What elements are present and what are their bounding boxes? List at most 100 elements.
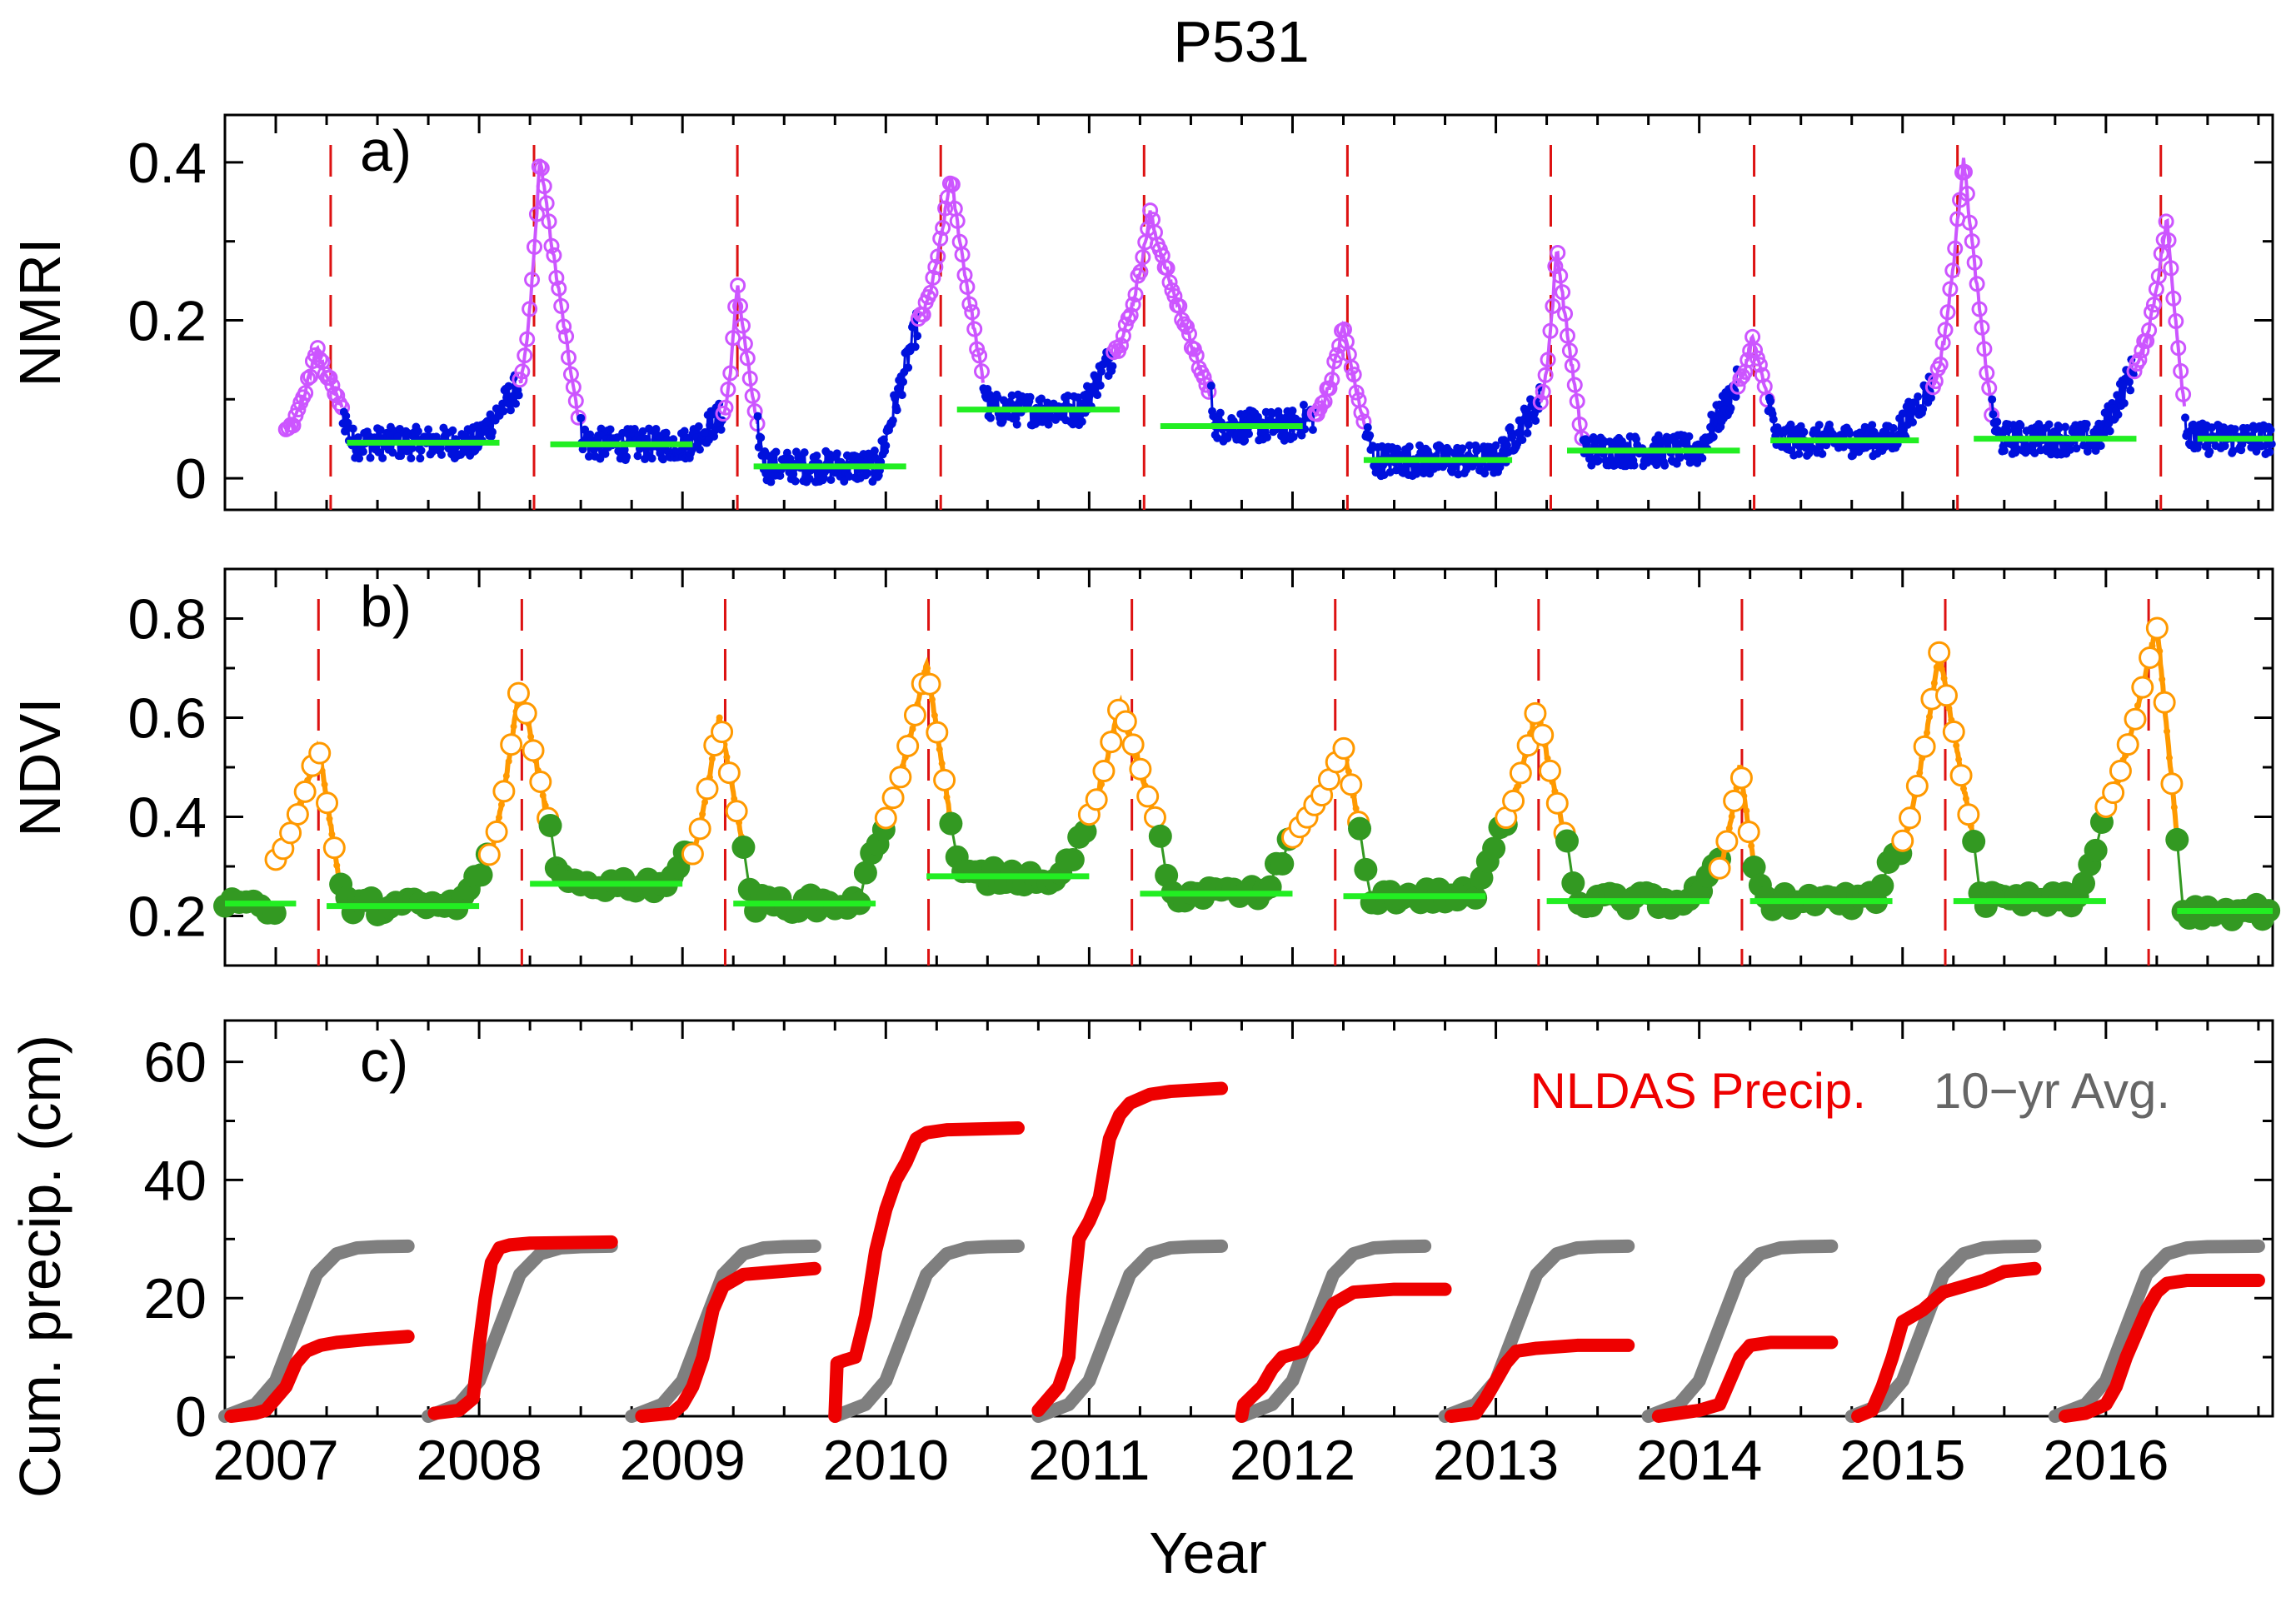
nldas-precip--line-2007 (224, 1330, 415, 1423)
nmri-offseason-point (897, 391, 906, 400)
nmri-offseason-point (1096, 381, 1105, 390)
nmri-growing-point (949, 212, 966, 229)
ndvi-growing-point (1708, 856, 1731, 880)
nmri-offseason-point (1480, 469, 1490, 478)
ndvi-growing-point (1723, 789, 1746, 812)
panel-b-label: b) (360, 574, 412, 639)
nmri-growing-point (2165, 290, 2182, 307)
panel-a-ytick-label: 0 (175, 447, 207, 511)
legend-nldas-precip: NLDAS Precip. (1530, 1063, 1866, 1119)
nmri-growing-point (739, 350, 756, 367)
nmri-offseason-point (1587, 461, 1596, 470)
nmri-growing-point (2158, 213, 2174, 230)
nldas-precip--line-2012 (1235, 1282, 1452, 1423)
nmri-offseason-point (1465, 441, 1474, 450)
nmri-offseason-point (1079, 399, 1088, 408)
panel-b-ytick-label: 0.4 (127, 786, 207, 850)
nmri-offseason-point (1675, 453, 1685, 462)
ndvi-growing-dot (928, 696, 936, 703)
nmri-offseason-point (1299, 401, 1308, 410)
nmri-growing-point (1939, 304, 1956, 321)
10-yr-avg--line-2010 (828, 1239, 1025, 1423)
ndvi-growing-point (500, 733, 523, 756)
nmri-offseason-point (432, 432, 441, 442)
ndvi-growing-dot (1743, 807, 1750, 815)
ndvi-growing-dot (1953, 741, 1960, 749)
nmri-offseason-point (1365, 431, 1375, 440)
nmri-growing-point (1142, 202, 1159, 219)
nmri-growing-point (732, 297, 749, 314)
ndvi-growing-point (926, 721, 949, 744)
nmri-offseason-point (647, 454, 656, 463)
10-yr-avg--line-2013 (1438, 1239, 1635, 1423)
ndvi-growing-point (1136, 785, 1160, 808)
10-yr-avg--line-2012 (1235, 1239, 1432, 1423)
nmri-growing-point (1535, 383, 1551, 400)
ndvi-growing-dot (701, 798, 709, 806)
ndvi-offseason-point (939, 811, 963, 836)
ndvi-growing-point (1332, 736, 1355, 760)
nmri-offseason-point (343, 418, 352, 427)
ndvi-growing-point (1913, 735, 1936, 758)
nmri-offseason-point (1379, 461, 1388, 470)
nmri-offseason-point (1845, 429, 1854, 438)
nmri-offseason-point (1308, 425, 1317, 434)
nmri-offseason-point (1487, 450, 1496, 459)
nmri-growing-point (1971, 301, 1988, 317)
ndvi-growing-point (308, 741, 332, 765)
nmri-growing-point (930, 248, 946, 265)
ndvi-growing-dot (931, 711, 938, 719)
nmri-growing-point (944, 176, 961, 192)
nmri-growing-point (717, 399, 734, 416)
ndvi-growing-dot (723, 753, 731, 761)
nmri-growing-point (1537, 367, 1554, 383)
nmri-offseason-point (805, 474, 814, 483)
nmri-growing-point (971, 347, 988, 364)
nmri-growing-point (959, 278, 976, 295)
ndvi-growing-point (485, 820, 508, 843)
nmri-offseason-point (812, 451, 821, 460)
nmri-growing-point (744, 387, 761, 404)
nmri-offseason-point (1731, 392, 1740, 402)
ndvi-growing-point (918, 672, 941, 696)
nmri-offseason-point (1419, 469, 1428, 478)
ndvi-growing-point (1538, 759, 1561, 782)
nmri-offseason-point (1518, 436, 1527, 445)
nmri-offseason-point (2072, 444, 2081, 453)
nmri-growing-point (1937, 322, 1954, 338)
nmri-offseason-point (1926, 393, 1935, 402)
nmri-offseason-point (2044, 420, 2054, 429)
nmri-growing-point (1135, 249, 1151, 266)
ndvi-growing-point (874, 806, 897, 830)
figure-title: P531 (1173, 9, 1309, 74)
nmri-offseason-point (1630, 461, 1639, 470)
nmri-offseason-point (1043, 398, 1052, 407)
nmri-offseason-point (694, 422, 703, 431)
nmri-offseason-point (376, 426, 385, 435)
ndvi-offseason-point (262, 901, 287, 926)
nmri-growing-point (528, 206, 545, 222)
nmri-offseason-point (2265, 447, 2274, 457)
ndvi-growing-dot (2134, 701, 2141, 709)
nmri-growing-point (1754, 367, 1770, 383)
ndvi-growing-point (1891, 829, 1914, 852)
nmri-offseason-point (1491, 441, 1500, 450)
nmri-growing-point (2170, 340, 2187, 357)
10-yr-avg--line-2014 (1641, 1239, 1839, 1423)
nmri-growing-point (1979, 365, 1995, 382)
nmri-growing-point (309, 340, 326, 357)
nmri-growing-point (1559, 327, 1575, 344)
ndvi-offseason-point (1742, 856, 1766, 880)
nmri-offseason-point (1097, 367, 1106, 376)
nmri-growing-point (932, 230, 949, 247)
nmri-offseason-point (904, 363, 913, 372)
nmri-growing-point (1944, 262, 1961, 279)
nmri-growing-point (1969, 276, 1985, 292)
nmri-offseason-point (512, 399, 521, 408)
nmri-offseason-point (417, 446, 426, 455)
nmri-offseason-point (800, 448, 809, 457)
nmri-offseason-point (514, 391, 523, 400)
nmri-growing-point (1747, 342, 1764, 358)
nmri-offseason-point (1245, 429, 1253, 438)
panel-c-label: c) (360, 1029, 408, 1094)
